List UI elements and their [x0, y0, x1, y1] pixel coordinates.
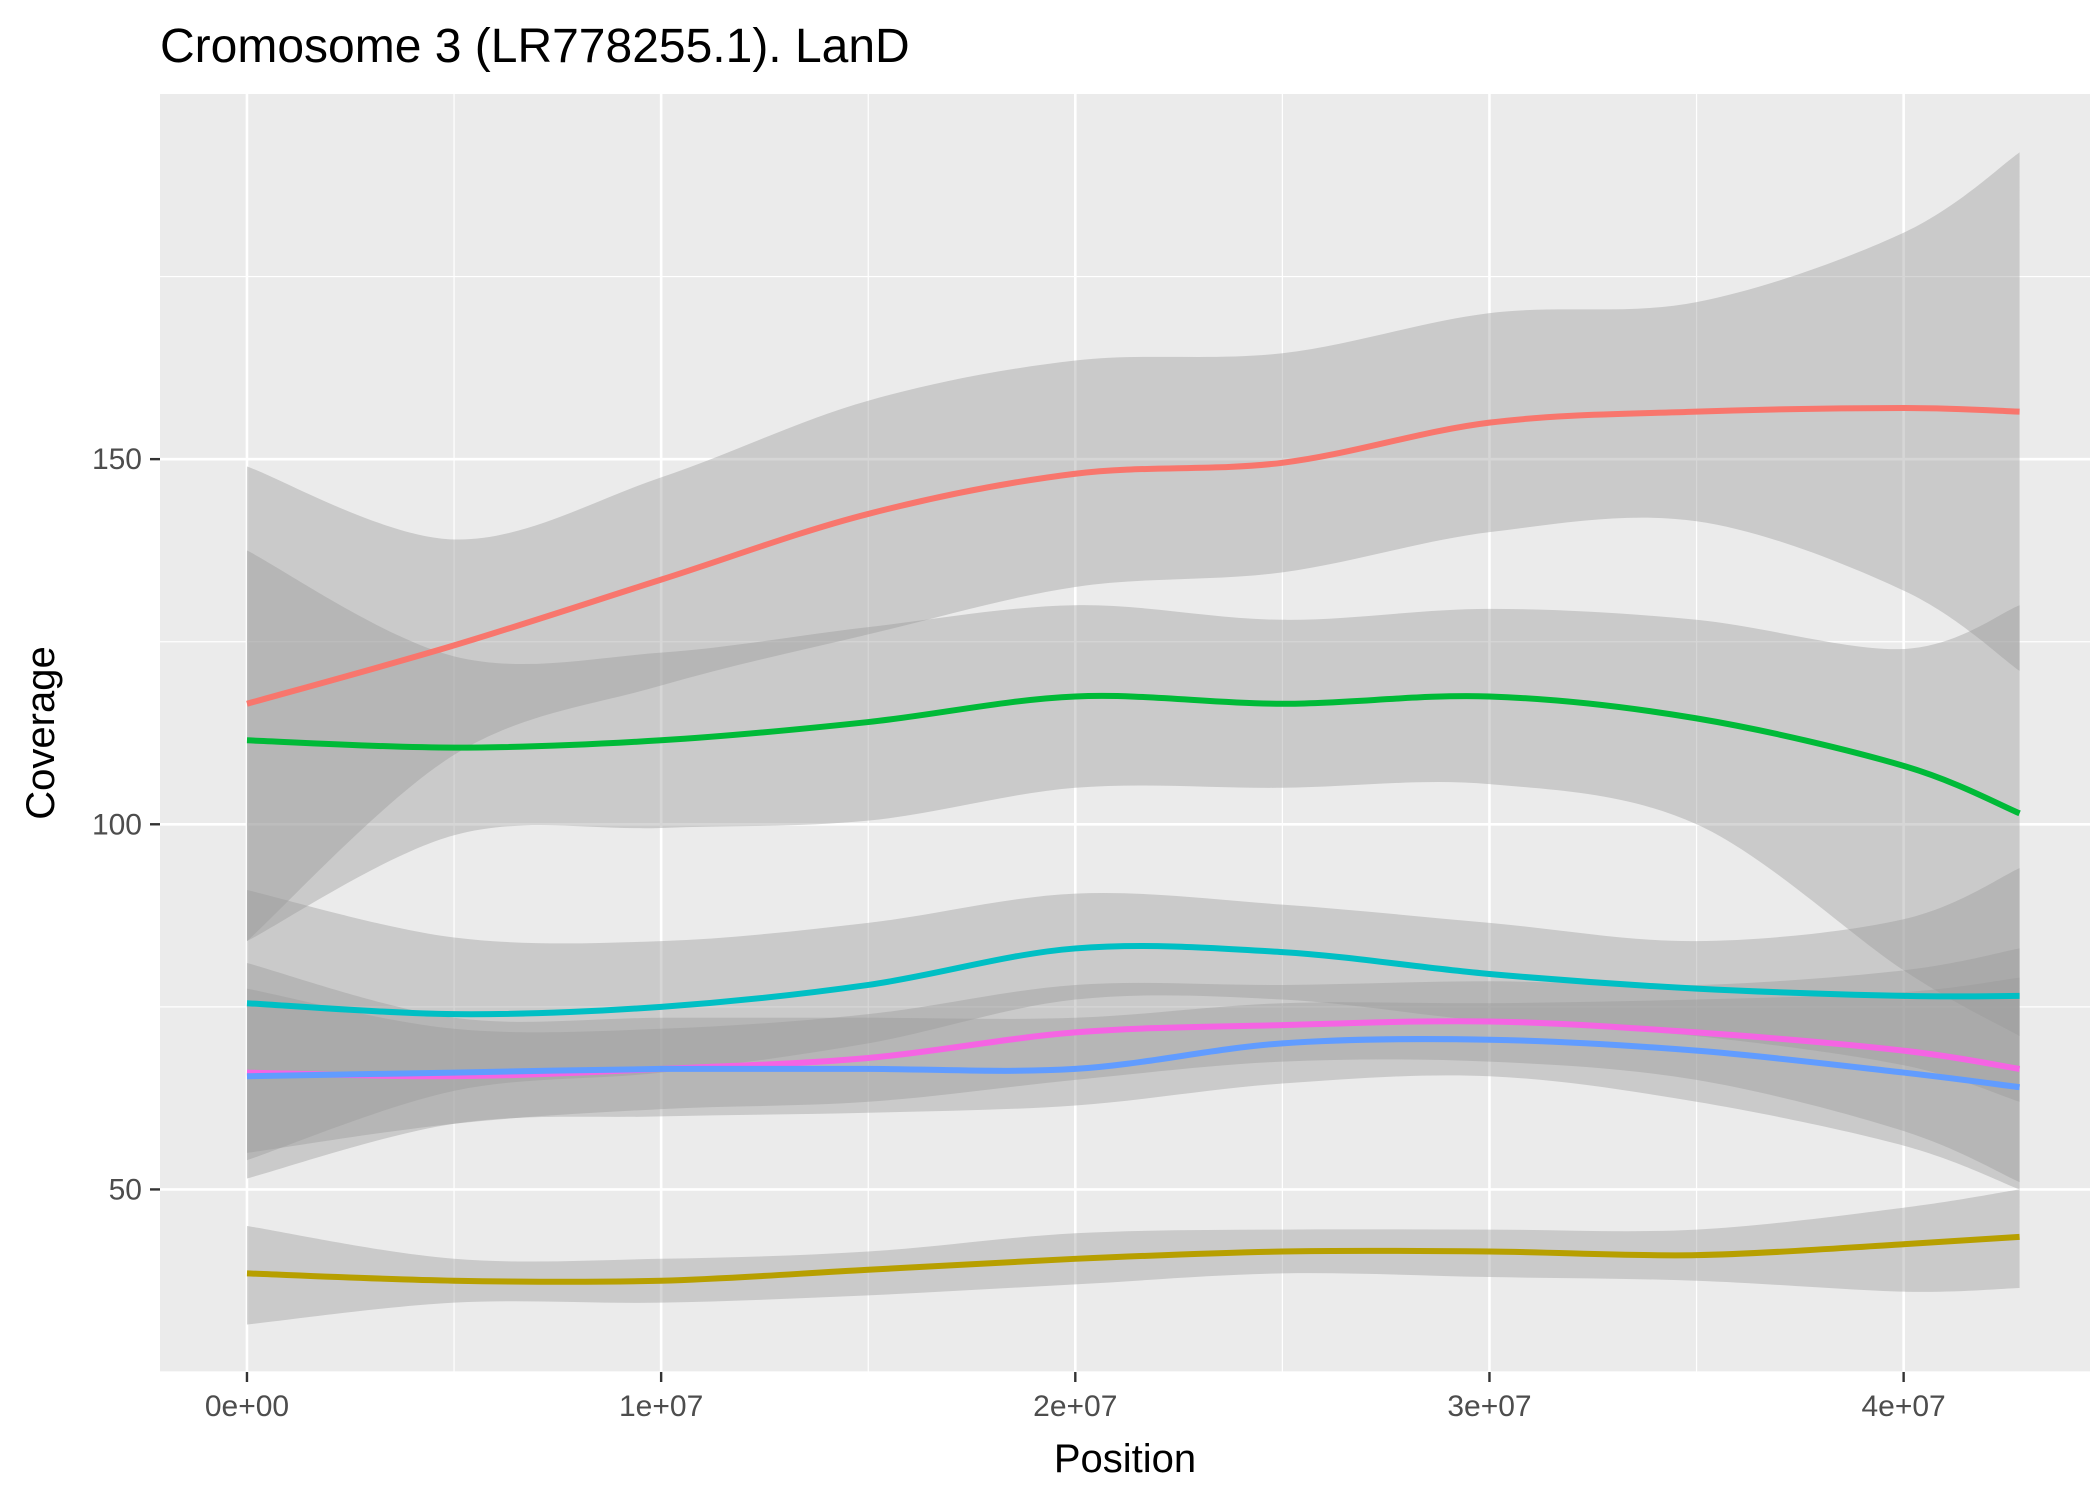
x-tick-label: 2e+07 — [1033, 1390, 1117, 1423]
series-line-1 — [246, 405, 2020, 707]
confidence-ribbon-2 — [246, 550, 2020, 1037]
series-line-5 — [246, 1036, 2020, 1091]
x-tick-label: 4e+07 — [1861, 1390, 1945, 1423]
x-axis-title: Position — [1054, 1437, 1196, 1481]
chart-title: Cromosome 3 (LR778255.1). LanD — [160, 20, 910, 73]
y-axis: 50 100 150 — [92, 443, 160, 1206]
y-tick-label: 100 — [92, 808, 142, 841]
x-tick-label: 1e+07 — [619, 1390, 703, 1423]
major-gridlines — [160, 94, 2090, 1372]
y-tick-label: 150 — [92, 443, 142, 476]
confidence-ribbon-1 — [246, 152, 2020, 942]
x-tick-label: 0e+00 — [205, 1390, 289, 1423]
x-axis: 0e+00 1e+07 2e+07 3e+07 4e+07 — [205, 1372, 1946, 1423]
confidence-ribbon-5 — [246, 963, 2020, 1190]
series-line-4 — [246, 1018, 2021, 1080]
series-line-3 — [246, 943, 2020, 1018]
series-line-2 — [246, 692, 2021, 817]
confidence-ribbon-3 — [246, 868, 2020, 1161]
y-axis-title: Coverage — [19, 646, 63, 819]
y-tick-label: 50 — [109, 1173, 142, 1206]
series-line-6 — [246, 1233, 2020, 1285]
minor-gridlines — [160, 94, 2090, 1373]
series-lines — [246, 405, 2021, 1285]
x-tick-label: 3e+07 — [1447, 1390, 1531, 1423]
